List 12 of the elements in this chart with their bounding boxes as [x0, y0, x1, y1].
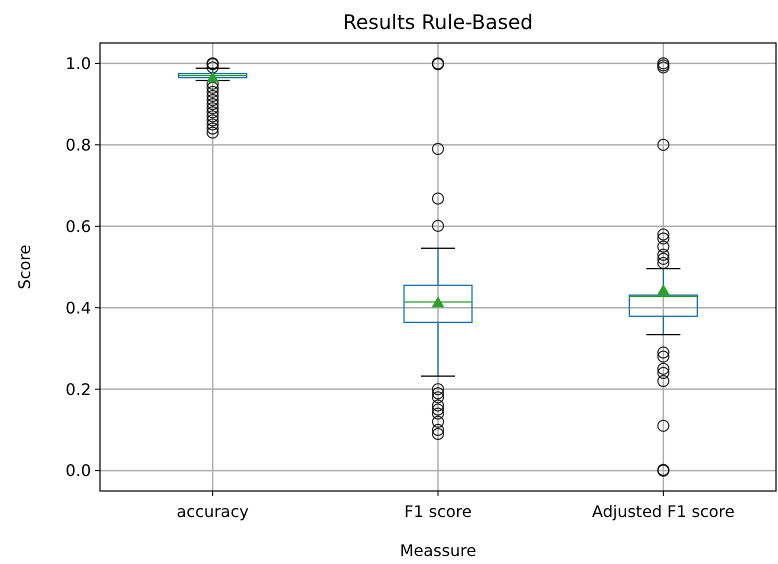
y-axis-title: Score: [15, 244, 34, 290]
y-tick-label: 0.2: [66, 380, 91, 399]
y-tick-label: 0.8: [66, 135, 91, 154]
x-tick-label: Adjusted F1 score: [592, 502, 735, 521]
x-axis-title: Meassure: [400, 541, 476, 560]
y-tick-label: 0.4: [66, 298, 91, 318]
x-tick-label: F1 score: [404, 502, 472, 521]
y-tick-label: 1.0: [66, 54, 91, 73]
y-tick-label: 0.0: [66, 461, 91, 480]
y-tick-label: 0.6: [66, 216, 91, 236]
x-tick-label: accuracy: [176, 502, 249, 521]
chart-title: Results Rule-Based: [342, 10, 534, 34]
